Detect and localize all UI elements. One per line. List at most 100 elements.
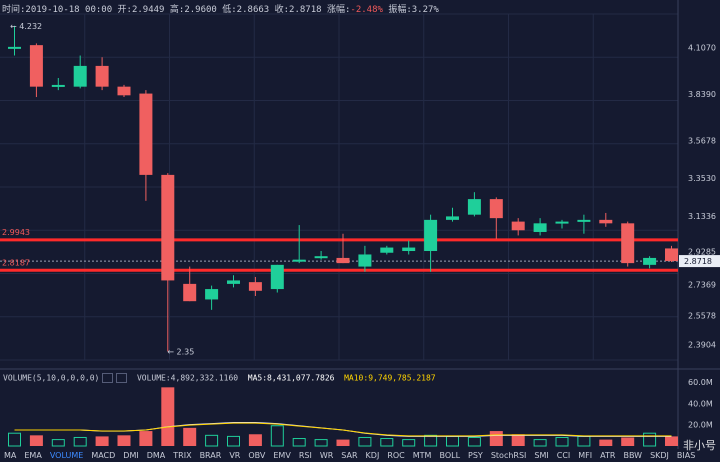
volume-bar [73,436,87,447]
price-axis-tick: 2.7369 [688,280,716,289]
candle-body [489,199,503,219]
volume-bar [621,437,635,446]
low-marker-label: ← 2.35 [167,347,194,356]
candle-body [621,223,635,264]
tab-skdj[interactable]: SKDJ [650,451,669,460]
price-axis-tick: 4.1070 [688,43,716,52]
volume-bar [358,436,372,447]
volume-value: VOLUME:4,892,332.1160 [136,373,239,383]
tab-kdj[interactable]: KDJ [365,451,380,460]
volume-bar [314,439,328,447]
high-marker-label: ← 4.232 [10,22,42,31]
candle-body [467,199,481,215]
candle-body [336,257,350,264]
volume-bar [555,436,569,447]
tab-rsi[interactable]: RSI [298,451,312,460]
tab-stochrsi[interactable]: StochRSI [490,451,527,460]
tab-sar[interactable]: SAR [341,451,358,460]
volume-bar [227,435,240,447]
tab-mfi[interactable]: MFI [578,451,593,460]
price-axis-tick: 3.3530 [688,174,716,183]
tab-psy[interactable]: PSY [468,451,483,460]
candle-body [73,65,87,87]
tab-roc[interactable]: ROC [387,451,405,460]
volume-bar [51,439,65,447]
candle-body [402,247,416,252]
volume-axis-tick: 40.0M [688,399,713,408]
volume-ma10-line [14,422,672,437]
tab-mtm[interactable]: MTM [412,451,432,460]
volume-bar [489,431,503,446]
candle-body [292,259,306,262]
tab-bbw[interactable]: BBW [623,451,643,460]
volume-bar [8,432,21,447]
candle-body [139,93,153,175]
volume-bar [29,435,43,446]
candle-body [446,216,459,220]
candle-body [95,65,109,87]
volume-header: VOLUME(5,10,0,0,0,0) VOLUME:4,892,332.11… [3,373,436,383]
volume-bar [292,438,306,447]
high-label: 高:2.9600 [169,5,217,15]
volume-bar [533,439,547,447]
candle-body [8,46,21,49]
volume-bar [511,434,525,446]
tab-obv[interactable]: OBV [248,451,266,460]
volume-axis-tick: 20.0M [688,421,713,430]
tab-bias[interactable]: BIAS [676,451,696,460]
ohlc-info-bar: 时间:2019-10-18 00:00 开:2.9449 高:2.9600 低:… [2,2,439,15]
candle-body [577,219,591,222]
tab-wr[interactable]: WR [319,451,334,460]
price-axis-tick: 2.9285 [688,247,716,256]
ma5-value: MA5:8,431,077.7826 [247,373,335,383]
candle-body [665,248,678,262]
candle-body [643,257,657,265]
volume-bar [467,436,481,447]
candle-body [205,289,219,300]
upper-line-label: 2.9943 [2,228,30,237]
volume-bar [599,439,613,446]
volume-bar [270,425,284,447]
candle-body [161,174,175,281]
candle-body [511,221,525,231]
change-label: 涨幅:-2.48% [326,5,383,15]
tab-cci[interactable]: CCI [556,451,571,460]
tab-vr[interactable]: VR [229,451,241,460]
volume-bar [665,436,678,446]
settings-box-icon[interactable] [102,373,114,383]
price-axis-tick: 3.1336 [688,212,716,221]
tab-volume[interactable]: VOLUME [49,451,84,460]
tab-trix[interactable]: TRIX [173,451,192,460]
tab-macd[interactable]: MACD [91,451,116,460]
watermark-logo: 非小号 [683,439,716,452]
open-label: 开:2.9449 [117,5,165,15]
price-axis-tick: 2.5578 [688,311,716,320]
close-box-icon[interactable] [116,373,128,383]
tab-smi[interactable]: SMI [534,451,549,460]
candle-body [117,86,131,96]
candle-body [599,219,613,224]
time-label: 时间:2019-10-18 00:00 [2,5,113,15]
candle-body [51,84,65,87]
indicator-tab-bar: MA EMA VOLUME MACD DMI DMA TRIX BRAR VR OBV EMV RSI… [0,449,720,462]
tab-dmi[interactable]: DMI [123,451,139,460]
volume-bar [161,387,175,446]
candle-body [424,219,438,252]
tab-dma[interactable]: DMA [146,451,166,460]
volume-bar [139,431,153,446]
volume-bar [95,436,109,446]
tab-ma[interactable]: MA [4,451,17,460]
tab-atr[interactable]: ATR [600,451,616,460]
volume-indicator-label: VOLUME(5,10,0,0,0,0) [3,373,100,383]
amplitude-label: 振幅:3.27% [388,5,439,15]
tab-brar[interactable]: BRAR [199,451,222,460]
ma10-value: MA10:9,749,785.2187 [344,373,436,383]
tab-ema[interactable]: EMA [24,451,42,460]
candle-body [555,221,569,224]
candle-body [29,45,43,87]
volume-bar [248,434,262,446]
volume-bar [402,439,416,447]
tab-emv[interactable]: EMV [273,451,291,460]
tab-boll[interactable]: BOLL [439,451,461,460]
